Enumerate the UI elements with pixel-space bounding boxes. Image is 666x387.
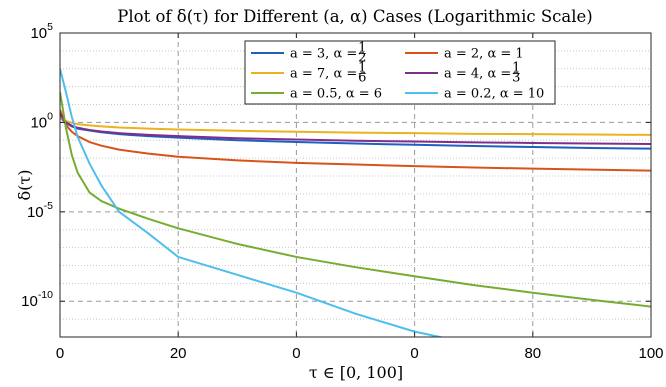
y-axis-ticks: 10-10 10-5 100 105 — [21, 21, 651, 310]
legend-fraction-numerator: 1 — [358, 61, 366, 76]
series-line-6 — [60, 68, 445, 337]
x-tick-label: 20 — [170, 345, 187, 362]
y-axis-label: δ(τ) — [15, 170, 34, 201]
plot-frame — [59, 32, 652, 338]
legend-fraction-denominator: 2 — [358, 51, 366, 66]
legend-fraction-denominator: 6 — [358, 71, 366, 86]
legend-label: a = 7, α = — [290, 67, 357, 82]
series-lines — [60, 68, 651, 337]
y-tick-label: 10-10 — [21, 289, 53, 310]
series-line-2 — [60, 109, 651, 172]
x-tick-label: 0 — [56, 345, 64, 362]
legend-label: a = 0.5, α = 6 — [290, 87, 382, 102]
legend-label: a = 2, α = 1 — [444, 47, 524, 62]
y-tick-label: 100 — [30, 110, 53, 131]
legend-fraction-numerator: 1 — [512, 61, 520, 76]
legend-label: a = 0.2, α = 10 — [444, 87, 544, 102]
legend-label: a = 3, α = — [290, 47, 357, 62]
x-tick-label: 0 — [292, 345, 300, 362]
x-axis-ticks: 0 20 0 0 80 100 — [56, 33, 664, 362]
y-tick-label: 10-5 — [27, 200, 53, 221]
legend-box — [244, 40, 556, 105]
x-tick-label: 100 — [638, 345, 663, 362]
x-tick-label: 80 — [524, 345, 541, 362]
legend-fraction-denominator: 3 — [512, 71, 520, 86]
x-axis-label: τ ∈ [0, 100] — [309, 363, 403, 382]
series-line-3 — [60, 116, 651, 136]
chart-title: Plot of δ(τ) for Different (a, α) Cases … — [117, 7, 592, 26]
series-line-5 — [60, 91, 651, 308]
legend-fraction-numerator: 1 — [358, 41, 366, 56]
grid-major — [60, 33, 651, 337]
legend-label: a = 4, α = — [444, 67, 511, 82]
x-tick-label: 0 — [410, 345, 418, 362]
legend-items: a = 3, α = 12 a = 2, α = 1a = 7, α = 16 a … — [251, 41, 544, 102]
legend: a = 3, α = 12 a = 2, α = 1a = 7, α = 16 a … — [244, 40, 556, 105]
y-tick-label: 105 — [30, 21, 53, 42]
